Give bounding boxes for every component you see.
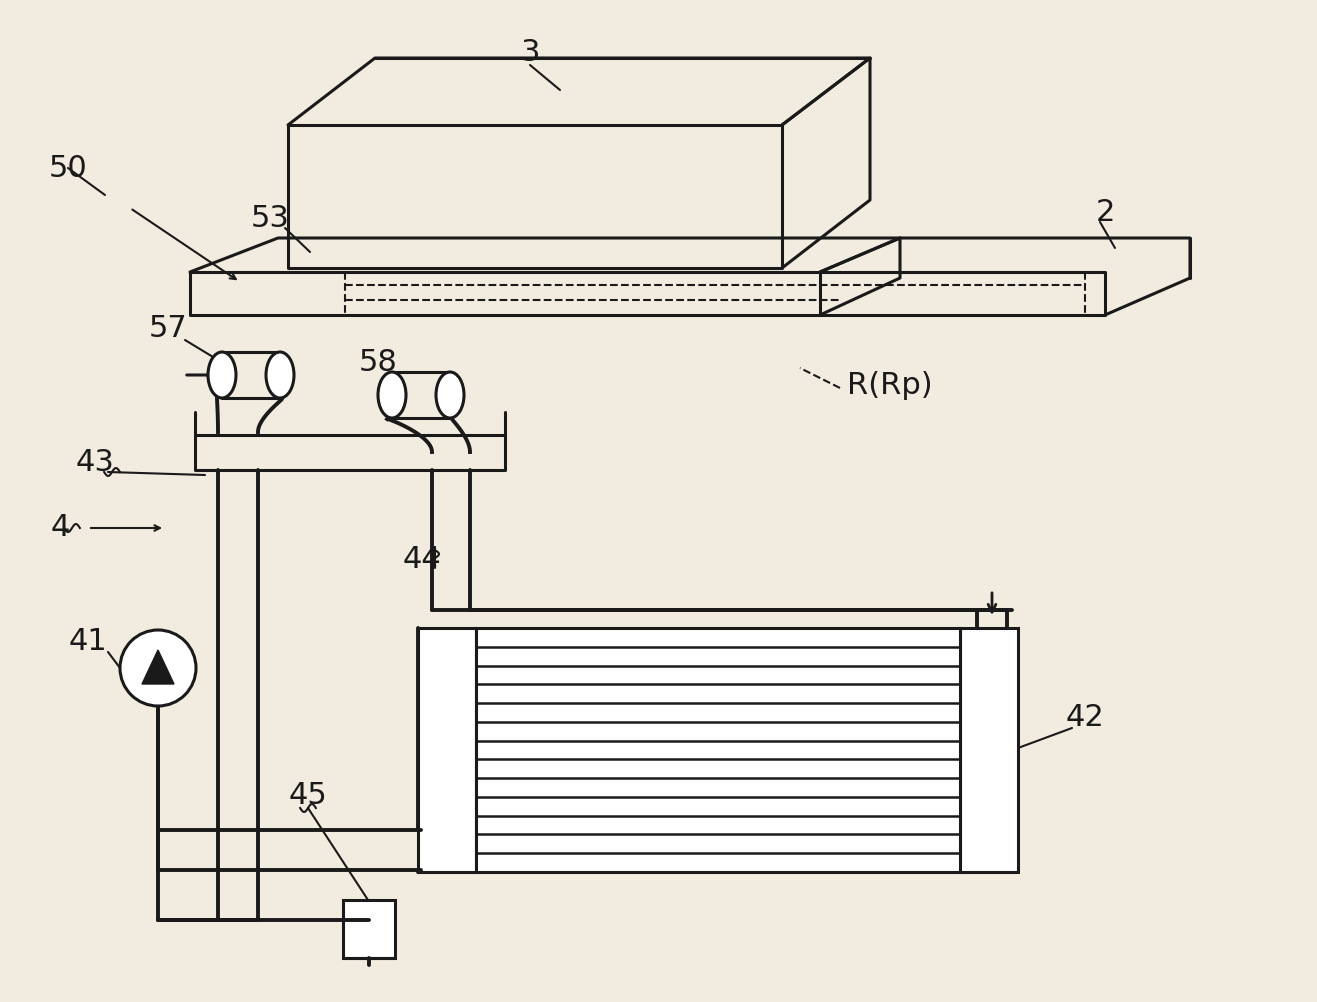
Text: 58: 58 (358, 348, 398, 377)
Text: 41: 41 (68, 627, 108, 656)
Bar (960, 628, 1018, 872)
Text: 43: 43 (75, 448, 115, 477)
Ellipse shape (378, 372, 406, 418)
Text: 45: 45 (288, 781, 328, 810)
Text: R(Rp): R(Rp) (847, 371, 932, 400)
Circle shape (120, 630, 196, 706)
Bar (342, 900, 395, 958)
Text: 2: 2 (1096, 197, 1114, 226)
Text: 44: 44 (403, 545, 441, 574)
Polygon shape (142, 650, 174, 684)
Ellipse shape (436, 372, 464, 418)
Text: 57: 57 (149, 314, 187, 343)
Ellipse shape (208, 352, 236, 398)
Text: 53: 53 (250, 203, 290, 232)
Text: 4: 4 (50, 513, 70, 542)
Text: 50: 50 (49, 153, 87, 182)
Text: 3: 3 (520, 37, 540, 66)
Bar (417, 628, 475, 872)
Text: 42: 42 (1065, 703, 1105, 732)
Ellipse shape (266, 352, 294, 398)
Bar (475, 628, 960, 872)
